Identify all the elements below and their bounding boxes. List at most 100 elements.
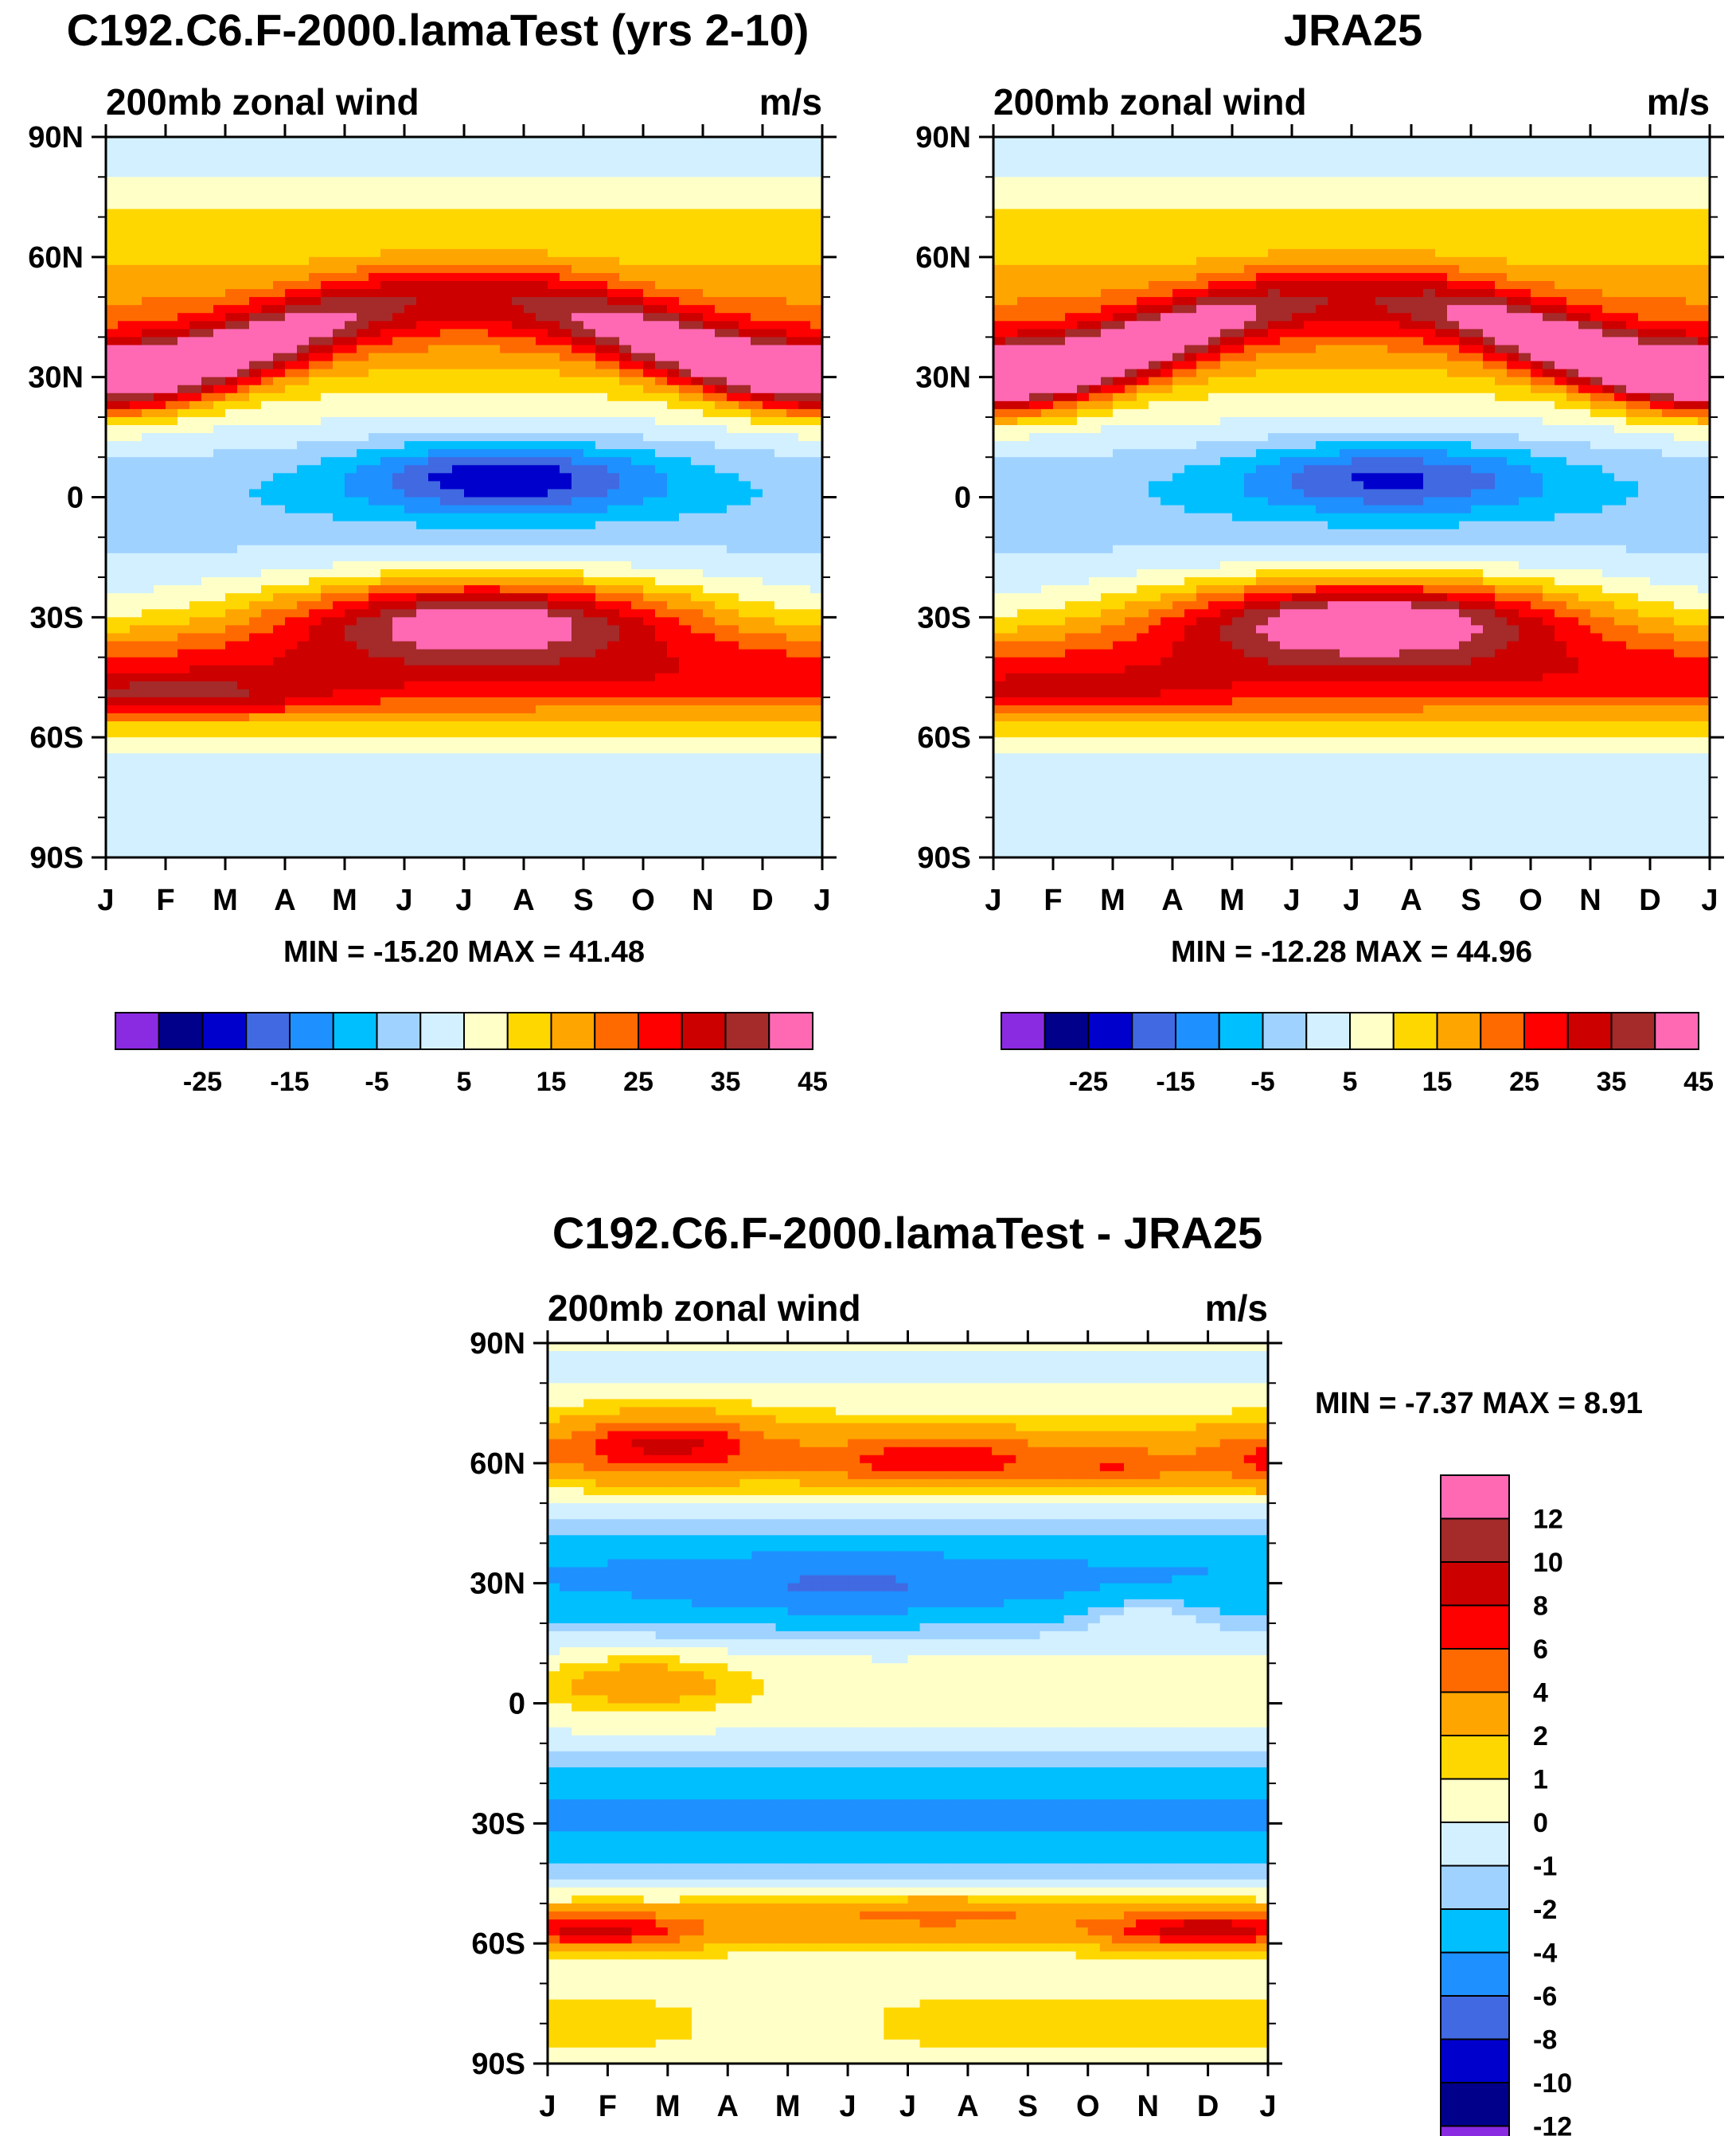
contour-cell: [166, 408, 178, 418]
contour-cell: [464, 321, 477, 330]
contour-cell: [643, 264, 656, 274]
contour-cell: [572, 385, 584, 394]
contour-cell: [500, 825, 513, 834]
contour-cell: [154, 497, 166, 506]
contour-cell: [154, 617, 166, 627]
contour-cell: [273, 849, 286, 858]
contour-cell: [524, 713, 536, 722]
contour-cell: [512, 217, 525, 226]
contour-cell: [178, 145, 190, 154]
contour-cell: [189, 408, 202, 418]
contour-cell: [524, 753, 536, 763]
contour-cell: [488, 705, 501, 714]
contour-cell: [727, 649, 739, 658]
contour-cell: [763, 449, 775, 458]
contour-cell: [142, 416, 154, 426]
contour-cell: [619, 737, 632, 746]
contour-cell: [440, 337, 453, 346]
contour-cell: [285, 232, 298, 242]
contour-cell: [500, 665, 513, 674]
contour-cell: [715, 449, 728, 458]
contour-cell: [751, 545, 763, 554]
contour-cell: [476, 337, 489, 346]
contour-cell: [416, 489, 429, 498]
contour-cell: [763, 313, 775, 322]
contour-cell: [595, 825, 608, 834]
contour-cell: [679, 392, 692, 402]
contour-cell: [452, 489, 465, 498]
contour-cell: [643, 473, 656, 482]
contour-cell: [154, 793, 166, 802]
contour-cell: [452, 809, 465, 818]
contour-cell: [404, 497, 417, 506]
contour-cell: [560, 457, 572, 466]
contour-cell: [166, 289, 178, 298]
contour-cell: [297, 369, 310, 378]
contour-cell: [392, 153, 405, 162]
contour-cell: [380, 745, 393, 754]
contour-cell: [536, 665, 548, 674]
contour-cell: [751, 392, 763, 402]
contour-cell: [237, 809, 250, 818]
contour-cell: [500, 777, 513, 787]
contour-cell: [739, 209, 751, 218]
contour-cell: [392, 177, 405, 186]
contour-cell: [273, 560, 286, 570]
contour-cell: [285, 377, 298, 386]
contour-cell: [691, 785, 704, 795]
contour-cell: [595, 481, 608, 490]
contour-cell: [464, 248, 477, 258]
contour-cell: [416, 193, 429, 202]
contour-cell: [703, 849, 716, 858]
contour-cell: [142, 521, 154, 530]
contour-cell: [297, 217, 310, 226]
contour-cell: [178, 529, 190, 538]
contour-cell: [524, 521, 536, 530]
contour-cell: [583, 817, 596, 826]
contour-cell: [536, 305, 548, 314]
contour-cell: [452, 713, 465, 722]
contour-cell: [595, 256, 608, 266]
contour-cell: [369, 177, 381, 186]
contour-cell: [130, 753, 142, 763]
contour-cell: [249, 441, 262, 450]
contour-cell: [261, 833, 274, 842]
contour-cell: [380, 697, 393, 706]
contour-cell: [225, 721, 238, 730]
contour-cell: [213, 225, 226, 234]
contour-cell: [595, 329, 608, 338]
contour-cell: [309, 817, 322, 826]
contour-cell: [201, 641, 214, 650]
contour-cell: [572, 329, 584, 338]
contour-cell: [464, 681, 477, 690]
contour-cell: [595, 240, 608, 250]
contour-cell: [464, 473, 477, 482]
contour-cell: [440, 272, 453, 282]
contour-cell: [106, 161, 119, 170]
contour-cell: [285, 641, 298, 650]
contour-cell: [225, 729, 238, 738]
contour-cell: [512, 240, 525, 250]
contour-cell: [201, 145, 214, 154]
contour-cell: [118, 209, 131, 218]
contour-cell: [416, 329, 429, 338]
contour-cell: [357, 849, 369, 858]
contour-cell: [321, 377, 334, 386]
contour-cell: [512, 489, 525, 498]
contour-cell: [679, 769, 692, 779]
contour-cell: [178, 769, 190, 779]
contour-cell: [333, 185, 345, 194]
contour-cell: [249, 137, 262, 146]
contour-cell: [607, 264, 620, 274]
contour-cell: [178, 185, 190, 194]
contour-cell: [261, 433, 274, 442]
contour-cell: [536, 416, 548, 426]
contour-cell: [679, 137, 692, 146]
contour-cell: [607, 217, 620, 226]
contour-cell: [691, 137, 704, 146]
contour-cell: [536, 169, 548, 178]
contour-cell: [464, 337, 477, 346]
contour-cell: [357, 833, 369, 842]
contour-cell: [380, 713, 393, 722]
contour-cell: [572, 665, 584, 674]
